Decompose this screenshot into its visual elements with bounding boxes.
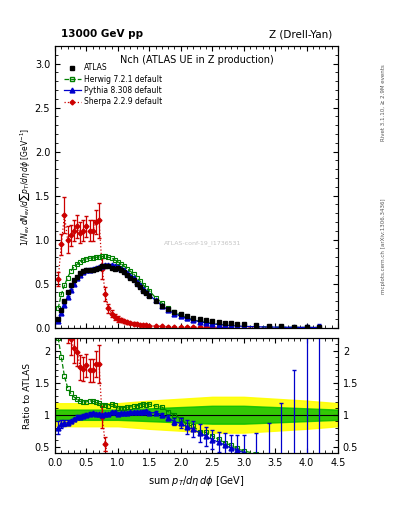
Y-axis label: $1/N_\mathrm{ev}\,dN_\mathrm{ev}/d\sum p_T/d\eta\,d\phi\;[\mathrm{GeV}^{-1}]$: $1/N_\mathrm{ev}\,dN_\mathrm{ev}/d\sum p… xyxy=(18,128,32,246)
Herwig 7.2.1 default xyxy=(100,253,105,260)
Text: Rivet 3.1.10, ≥ 2.9M events: Rivet 3.1.10, ≥ 2.9M events xyxy=(381,64,386,141)
Herwig 7.2.1 default xyxy=(109,255,114,261)
Text: 13000 GeV pp: 13000 GeV pp xyxy=(61,29,143,39)
Herwig 7.2.1 default xyxy=(304,324,309,330)
Line: Herwig 7.2.1 default: Herwig 7.2.1 default xyxy=(56,254,321,330)
Legend: ATLAS, Herwig 7.2.1 default, Pythia 8.308 default, Sherpa 2.2.9 default: ATLAS, Herwig 7.2.1 default, Pythia 8.30… xyxy=(62,61,164,109)
Text: ATLAS-conf-19_I1736531: ATLAS-conf-19_I1736531 xyxy=(163,240,241,246)
Text: Nch (ATLAS UE in Z production): Nch (ATLAS UE in Z production) xyxy=(119,55,274,65)
Herwig 7.2.1 default xyxy=(178,312,183,318)
Herwig 7.2.1 default xyxy=(90,255,95,261)
Herwig 7.2.1 default xyxy=(197,318,202,325)
Text: Z (Drell-Yan): Z (Drell-Yan) xyxy=(269,29,332,39)
Herwig 7.2.1 default xyxy=(56,305,61,311)
Herwig 7.2.1 default xyxy=(106,254,111,260)
Text: mcplots.cern.ch [arXiv:1306.3436]: mcplots.cern.ch [arXiv:1306.3436] xyxy=(381,198,386,293)
Herwig 7.2.1 default xyxy=(317,325,321,331)
Y-axis label: Ratio to ATLAS: Ratio to ATLAS xyxy=(23,362,32,429)
X-axis label: sum $p_T/d\eta\,d\phi$ [GeV]: sum $p_T/d\eta\,d\phi$ [GeV] xyxy=(148,474,245,487)
